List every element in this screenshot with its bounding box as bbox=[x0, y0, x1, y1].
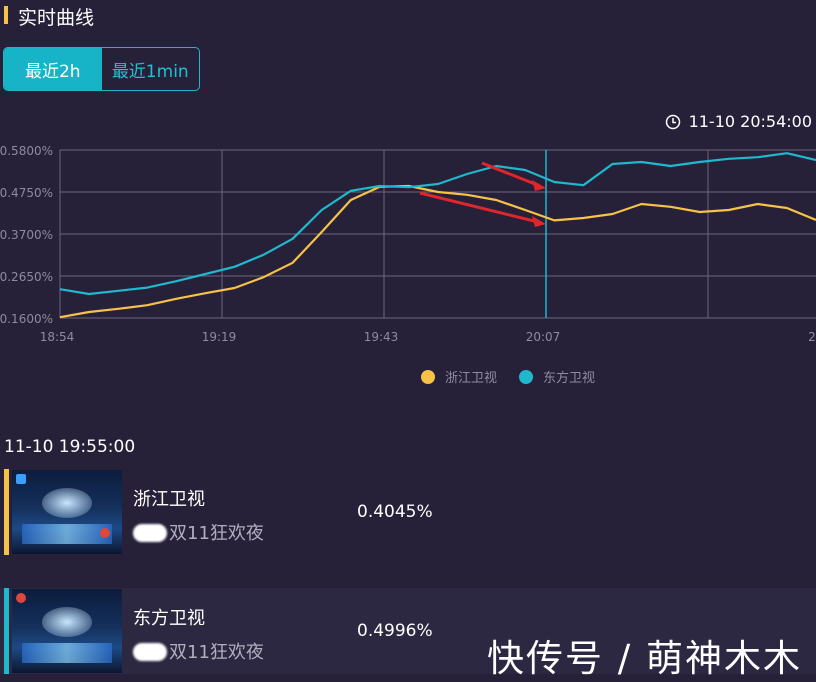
x-tick-label: 19:19 bbox=[202, 330, 237, 344]
series-line bbox=[59, 184, 816, 319]
channel-name: 浙江卫视 bbox=[133, 489, 205, 510]
program-name: 双11狂欢夜 bbox=[133, 519, 264, 545]
page-title: 实时曲线 bbox=[18, 7, 95, 29]
stage-floor bbox=[22, 643, 112, 663]
rating-value: 0.4996% bbox=[357, 621, 433, 641]
x-tick-label: 2 bbox=[808, 330, 816, 344]
y-tick-label: 0.1600% bbox=[0, 312, 53, 326]
legend-label: 东方卫视 bbox=[543, 370, 595, 386]
x-tick-label: 19:43 bbox=[364, 330, 399, 344]
station-logo-icon bbox=[16, 474, 26, 484]
red-mark-icon bbox=[100, 528, 110, 538]
time-range-tabs: 最近2h 最近1min bbox=[3, 47, 200, 91]
channel-thumbnail bbox=[12, 470, 122, 554]
program-name: 双11狂欢夜 bbox=[133, 638, 264, 664]
channel-accent bbox=[4, 469, 9, 555]
y-tick-label: 0.2650% bbox=[0, 270, 53, 284]
channel-row[interactable]: 东方卫视 双11狂欢夜 0.4996% bbox=[0, 588, 816, 674]
x-tick-label: 20:07 bbox=[526, 330, 561, 344]
annotation-arrowhead-upper bbox=[532, 180, 546, 191]
watermark: 快传号 / 萌神木木 bbox=[487, 637, 802, 680]
annotation-arrow-lower bbox=[419, 191, 539, 224]
rating-value: 0.4045% bbox=[357, 502, 433, 522]
channel-accent bbox=[4, 588, 9, 674]
annotation-arrowhead-lower bbox=[532, 216, 546, 227]
stage-floor bbox=[22, 524, 112, 544]
channel-thumbnail bbox=[12, 589, 122, 673]
header-accent-bar bbox=[4, 6, 8, 24]
annotation-arrow-upper bbox=[481, 161, 541, 188]
y-tick-label: 0.3700% bbox=[0, 228, 53, 242]
realtime-line-chart: 0.1600% 0.2650% 0.3700% 0.4750% 0.5800% 18:54… bbox=[0, 144, 816, 386]
y-tick-label: 0.4750% bbox=[0, 186, 53, 200]
y-tick-label: 0.5800% bbox=[0, 144, 53, 158]
station-logo-icon bbox=[16, 593, 26, 603]
legend-label: 浙江卫视 bbox=[445, 371, 497, 386]
series-line bbox=[59, 152, 816, 296]
update-timestamp: 11-10 20:54:00 bbox=[665, 112, 812, 131]
channel-row[interactable]: 浙江卫视 双11狂欢夜 0.4045% bbox=[0, 469, 816, 555]
tab-last-2h[interactable]: 最近2h bbox=[4, 48, 102, 90]
legend-marker bbox=[421, 370, 435, 384]
timestamp-text: 11-10 20:54:00 bbox=[688, 112, 812, 131]
section-header: 实时曲线 bbox=[0, 0, 816, 30]
redaction-blur bbox=[133, 643, 167, 661]
redaction-blur bbox=[133, 524, 167, 542]
legend-marker bbox=[519, 370, 533, 384]
clock-icon bbox=[665, 114, 680, 129]
stage-light bbox=[42, 607, 92, 637]
program-title: 双11狂欢夜 bbox=[169, 523, 264, 544]
stage-light bbox=[42, 488, 92, 518]
x-tick-label: 18:54 bbox=[40, 330, 75, 344]
program-title: 双11狂欢夜 bbox=[169, 642, 264, 663]
tab-last-1min[interactable]: 最近1min bbox=[111, 61, 189, 82]
snapshot-time: 11-10 19:55:00 bbox=[4, 437, 136, 457]
channel-name: 东方卫视 bbox=[133, 608, 205, 629]
